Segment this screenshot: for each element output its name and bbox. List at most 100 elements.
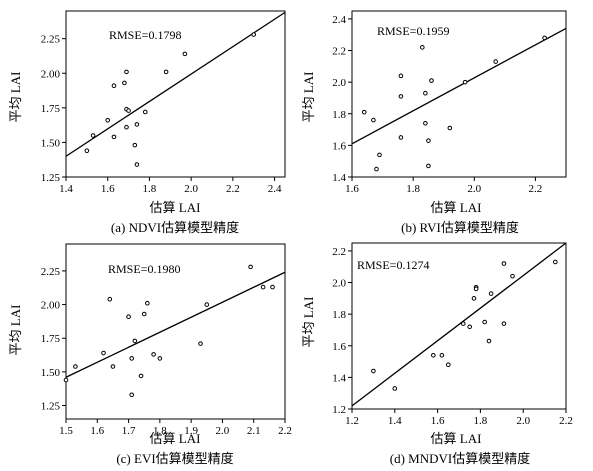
x-tick-label: 1.8: [474, 415, 488, 427]
x-tick-label: 1.6: [431, 415, 445, 427]
data-point: [182, 51, 188, 57]
x-tick-label: 2.0: [184, 183, 198, 195]
y-tick-label: 1.2: [332, 404, 346, 416]
x-axis-label: 估算 LAI: [431, 431, 482, 446]
data-point: [542, 35, 547, 41]
y-tick-label: 2.0: [332, 77, 346, 89]
y-tick-label: 2.2: [332, 46, 346, 58]
data-point: [110, 364, 116, 369]
x-tick-label: 1.4: [59, 183, 73, 195]
plot-frame: [65, 243, 286, 420]
data-point: [553, 259, 558, 265]
x-tick-label: 1.8: [406, 183, 420, 195]
rmse-annotation: RMSE=0.1798: [109, 28, 181, 42]
y-tick-label: 1.8: [332, 109, 346, 121]
y-tick-label: 1.4: [332, 172, 346, 184]
y-tick-label: 2.0: [332, 278, 346, 290]
x-tick-label: 2.2: [529, 183, 543, 195]
x-tick-label: 1.2: [345, 415, 359, 427]
data-point: [447, 125, 453, 131]
y-axis-label: 平均 LAI: [8, 305, 23, 356]
data-point: [426, 163, 431, 169]
data-point: [141, 311, 147, 317]
data-point: [111, 83, 117, 88]
rmse-annotation: RMSE=0.1959: [377, 24, 449, 38]
data-point: [107, 296, 113, 302]
x-tick-label: 1.5: [59, 425, 73, 437]
fit-line: [65, 11, 286, 157]
data-point: [398, 73, 404, 79]
data-point: [134, 162, 140, 167]
x-tick-label: 2.2: [278, 425, 292, 437]
panel-c: RMSE=0.1980 估算 LAI 平均 LAI (c) EVI估算模型精度 …: [8, 243, 292, 466]
data-point: [73, 364, 78, 369]
data-point: [439, 352, 445, 358]
data-point: [270, 284, 275, 290]
y-tick-label: 2.25: [41, 266, 61, 278]
panel-caption: (a) NDVI估算模型精度: [111, 220, 239, 235]
y-tick-label: 1.50: [41, 367, 61, 379]
data-point: [63, 377, 69, 383]
y-tick-label: 2.25: [41, 34, 61, 46]
data-point: [510, 273, 515, 279]
data-point: [423, 90, 428, 96]
x-axis-label: 估算 LAI: [431, 200, 482, 215]
plot-frame: [351, 10, 567, 178]
data-point: [163, 69, 169, 75]
data-point: [124, 124, 129, 130]
data-point: [84, 148, 90, 154]
rmse-annotation: RMSE=0.1980: [108, 262, 180, 276]
data-point: [371, 117, 376, 123]
data-point: [198, 341, 203, 346]
plot-frame: [351, 242, 567, 410]
y-axis-label: 平均 LAI: [8, 72, 23, 123]
x-tick-label: 1.4: [388, 415, 402, 427]
data-point: [462, 79, 468, 85]
data-point: [501, 261, 507, 266]
data-point: [493, 59, 498, 64]
y-tick-label: 1.6: [332, 140, 346, 152]
y-tick-label: 1.75: [41, 103, 61, 115]
panel-caption: (b) RVI估算模型精度: [401, 220, 519, 235]
data-point: [420, 45, 425, 50]
data-point: [431, 352, 436, 358]
data-point: [145, 300, 150, 306]
data-point: [377, 152, 382, 158]
x-tick-label: 1.6: [101, 183, 115, 195]
panel-caption: (d) MNDVI估算模型精度: [390, 451, 530, 466]
data-point: [126, 108, 131, 113]
data-point: [486, 338, 492, 344]
data-point: [105, 117, 111, 123]
y-axis-label: 平均 LAI: [301, 297, 316, 348]
data-point: [398, 135, 404, 140]
x-tick-label: 1.6: [345, 183, 359, 195]
data-point: [501, 321, 507, 326]
x-axis-label: 估算 LAI: [150, 200, 201, 215]
data-point: [132, 142, 138, 148]
data-point: [204, 302, 210, 307]
x-tick-label: 2.2: [559, 415, 573, 427]
data-point: [124, 69, 129, 75]
y-tick-label: 2.4: [332, 14, 346, 26]
x-tick-label: 2.4: [268, 183, 282, 195]
data-point: [482, 319, 487, 325]
fit-line: [65, 271, 286, 378]
data-point: [142, 109, 148, 115]
data-point: [126, 314, 131, 319]
x-axis-label: 估算 LAI: [150, 431, 201, 446]
data-point: [90, 133, 96, 138]
x-tick-label: 2.1: [247, 425, 261, 437]
y-tick-label: 1.75: [41, 333, 61, 345]
data-point: [473, 286, 479, 292]
x-tick-label: 2.0: [216, 425, 230, 437]
data-point: [132, 338, 138, 344]
data-point: [429, 78, 434, 83]
data-point: [392, 386, 398, 391]
data-point: [488, 291, 494, 296]
fit-line: [351, 242, 567, 407]
fit-line: [351, 27, 567, 145]
data-point: [151, 352, 156, 357]
y-tick-label: 1.25: [41, 401, 61, 413]
data-point: [423, 120, 428, 126]
